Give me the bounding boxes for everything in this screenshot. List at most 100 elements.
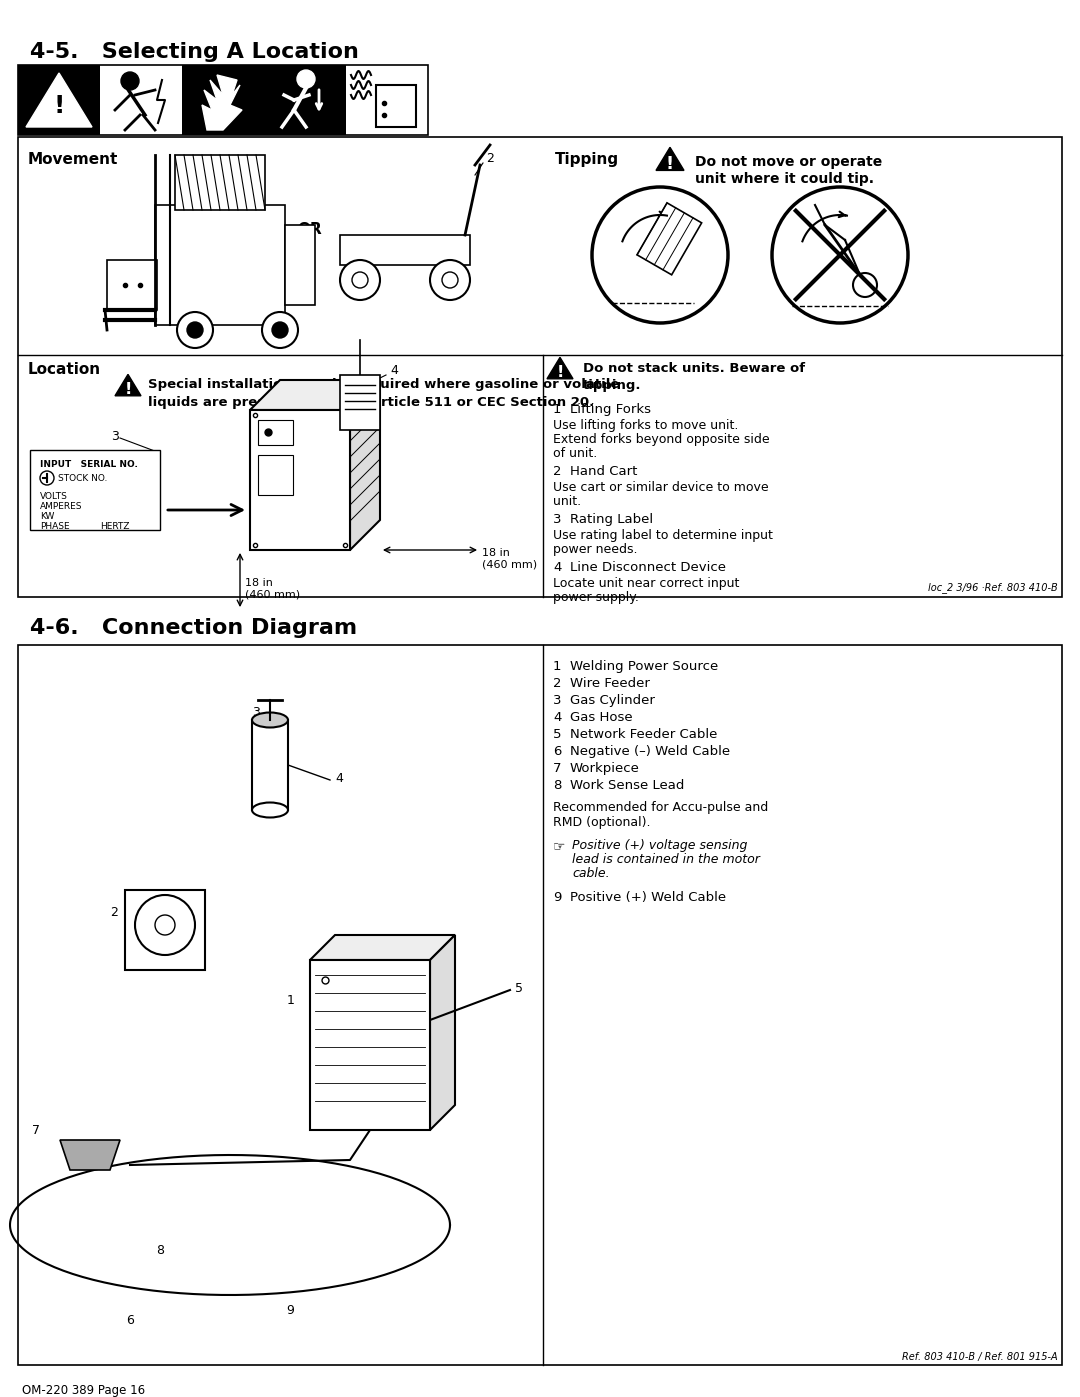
Text: Special installation may be required where gasoline or volatile
liquids are pres: Special installation may be required whe… — [148, 379, 619, 409]
Circle shape — [135, 895, 195, 956]
Bar — [376, 85, 416, 127]
Text: Extend forks beyond opposite side: Extend forks beyond opposite side — [553, 433, 770, 446]
Text: Use lifting forks to move unit.: Use lifting forks to move unit. — [553, 419, 739, 432]
Bar — [340, 374, 380, 430]
Polygon shape — [430, 935, 455, 1130]
Text: !: ! — [53, 94, 65, 117]
Circle shape — [121, 73, 139, 89]
Circle shape — [430, 260, 470, 300]
Text: Recommended for Accu-pulse and: Recommended for Accu-pulse and — [553, 800, 768, 814]
Polygon shape — [340, 235, 470, 265]
Text: Network Feeder Cable: Network Feeder Cable — [570, 728, 717, 740]
Bar — [285, 225, 315, 305]
Text: OM-220 389 Page 16: OM-220 389 Page 16 — [22, 1384, 145, 1397]
Bar — [175, 155, 265, 210]
Text: HERTZ: HERTZ — [100, 522, 130, 531]
Text: Gas Hose: Gas Hose — [570, 711, 633, 724]
Text: Locate unit near correct input: Locate unit near correct input — [553, 577, 740, 590]
Circle shape — [297, 70, 315, 88]
Circle shape — [853, 272, 877, 298]
Text: Movement: Movement — [28, 152, 119, 168]
Text: power supply.: power supply. — [553, 591, 639, 604]
Text: 3: 3 — [553, 513, 562, 527]
Text: 18 in
(460 mm): 18 in (460 mm) — [245, 578, 300, 599]
Text: 8: 8 — [553, 780, 562, 792]
Text: of unit.: of unit. — [553, 447, 597, 460]
Bar — [107, 260, 157, 310]
Text: 3: 3 — [252, 705, 260, 718]
Text: lead is contained in the motor: lead is contained in the motor — [572, 854, 760, 866]
Text: !: ! — [666, 155, 674, 173]
Bar — [310, 960, 430, 1130]
Text: 18 in
(460 mm): 18 in (460 mm) — [482, 548, 537, 570]
Text: 4: 4 — [335, 771, 342, 785]
Circle shape — [592, 187, 728, 323]
Text: OR: OR — [298, 222, 322, 237]
Circle shape — [262, 312, 298, 348]
Text: 4: 4 — [553, 562, 562, 574]
Text: Line Disconnect Device: Line Disconnect Device — [570, 562, 726, 574]
Text: 1: 1 — [244, 306, 252, 320]
Text: 6: 6 — [553, 745, 562, 759]
Text: Wire Feeder: Wire Feeder — [570, 678, 650, 690]
Text: 5: 5 — [553, 728, 562, 740]
Bar — [258, 455, 293, 495]
Circle shape — [340, 260, 380, 300]
Text: 7: 7 — [32, 1123, 40, 1137]
Bar — [18, 66, 100, 136]
Text: unit where it could tip.: unit where it could tip. — [696, 172, 874, 186]
Polygon shape — [546, 358, 573, 379]
Text: 1: 1 — [553, 659, 562, 673]
Bar — [125, 890, 205, 970]
Text: 9: 9 — [553, 891, 562, 904]
Text: Lifting Forks: Lifting Forks — [570, 402, 651, 416]
Text: Rating Label: Rating Label — [570, 513, 653, 527]
Text: 4: 4 — [553, 711, 562, 724]
Polygon shape — [249, 380, 380, 409]
Text: !: ! — [124, 383, 132, 398]
Text: 1: 1 — [287, 993, 295, 1006]
Text: 3: 3 — [111, 430, 119, 443]
Text: Location: Location — [28, 362, 102, 377]
Bar — [252, 719, 288, 810]
Circle shape — [352, 272, 368, 288]
Text: Workpiece: Workpiece — [570, 761, 639, 775]
Circle shape — [772, 187, 908, 323]
Text: Hand Cart: Hand Cart — [570, 465, 637, 478]
Text: 8: 8 — [156, 1243, 164, 1256]
Circle shape — [40, 471, 54, 485]
Bar — [183, 66, 264, 136]
Text: 2: 2 — [486, 151, 494, 165]
Text: power needs.: power needs. — [553, 543, 637, 556]
Text: Gas Cylinder: Gas Cylinder — [570, 694, 654, 707]
Text: 1: 1 — [553, 402, 562, 416]
Polygon shape — [60, 1140, 120, 1171]
Bar — [249, 409, 350, 550]
Bar — [18, 137, 1062, 597]
Circle shape — [187, 321, 203, 338]
Circle shape — [177, 312, 213, 348]
Text: Tipping: Tipping — [555, 152, 619, 168]
Text: 6: 6 — [126, 1313, 134, 1327]
Text: 2: 2 — [553, 678, 562, 690]
Polygon shape — [656, 147, 684, 170]
Text: AMPERES: AMPERES — [40, 502, 82, 511]
Text: 5: 5 — [515, 982, 523, 995]
Circle shape — [156, 915, 175, 935]
Bar — [18, 645, 1062, 1365]
Polygon shape — [637, 203, 702, 275]
Text: Negative (–) Weld Cable: Negative (–) Weld Cable — [570, 745, 730, 759]
Text: !: ! — [556, 366, 564, 380]
Text: RMD (optional).: RMD (optional). — [553, 816, 650, 828]
Text: Use cart or similar device to move: Use cart or similar device to move — [553, 481, 769, 495]
Text: 2: 2 — [553, 465, 562, 478]
Text: STOCK NO.: STOCK NO. — [58, 474, 107, 483]
Text: Work Sense Lead: Work Sense Lead — [570, 780, 685, 792]
Polygon shape — [26, 73, 92, 127]
Text: Positive (+) Weld Cable: Positive (+) Weld Cable — [570, 891, 726, 904]
Text: 2: 2 — [110, 905, 118, 918]
Circle shape — [442, 272, 458, 288]
Bar — [30, 450, 160, 529]
Text: 4-5.   Selecting A Location: 4-5. Selecting A Location — [30, 42, 359, 61]
Text: Do not stack units. Beware of
tipping.: Do not stack units. Beware of tipping. — [583, 362, 805, 393]
